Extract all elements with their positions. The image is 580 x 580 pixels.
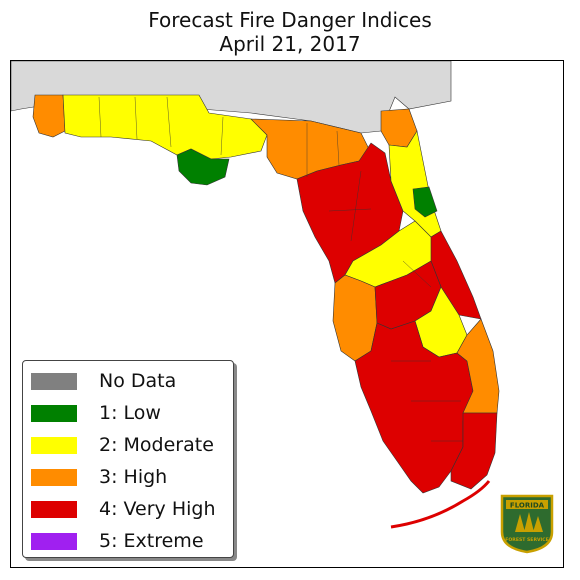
map-date: April 21, 2017 [219, 32, 361, 56]
legend-label: 1: Low [99, 402, 161, 424]
legend-item-low: 1: Low [31, 397, 161, 429]
region-far-west-panhandle [32, 94, 66, 138]
svg-text:FLORIDA: FLORIDA [510, 502, 545, 510]
region-southeast [456, 318, 500, 414]
legend: No Data 1: Low 2: Moderate 3: High 4: Ve… [22, 360, 234, 558]
legend-swatch [31, 500, 77, 518]
legend-label: 3: High [99, 466, 168, 488]
region-miami-dade [450, 412, 498, 490]
legend-item-high: 3: High [31, 461, 167, 493]
legend-swatch [31, 532, 77, 550]
legend-swatch [31, 372, 77, 390]
legend-item-no-data: No Data [31, 365, 176, 397]
legend-label: 5: Extreme [99, 530, 204, 552]
florida-map [11, 61, 500, 529]
legend-label: No Data [99, 370, 177, 392]
map-title: Forecast Fire Danger Indices [148, 8, 432, 32]
legend-item-extreme: 5: Extreme [31, 525, 204, 557]
svg-text:FOREST SERVICE: FOREST SERVICE [505, 537, 549, 543]
florida-forest-service-logo: FLORIDA FOREST SERVICE [498, 492, 556, 554]
legend-item-very-high: 4: Very High [31, 493, 216, 525]
legend-swatch [31, 404, 77, 422]
legend-swatch [31, 468, 77, 486]
region-tampa-bay [332, 274, 378, 362]
region-st-johns [412, 186, 438, 218]
legend-label: 4: Very High [99, 498, 216, 520]
region-gulf-coast-panhandle [176, 148, 230, 186]
florida-keys [390, 480, 491, 529]
legend-swatch [31, 436, 77, 454]
legend-label: 2: Moderate [99, 434, 214, 456]
legend-item-moderate: 2: Moderate [31, 429, 214, 461]
